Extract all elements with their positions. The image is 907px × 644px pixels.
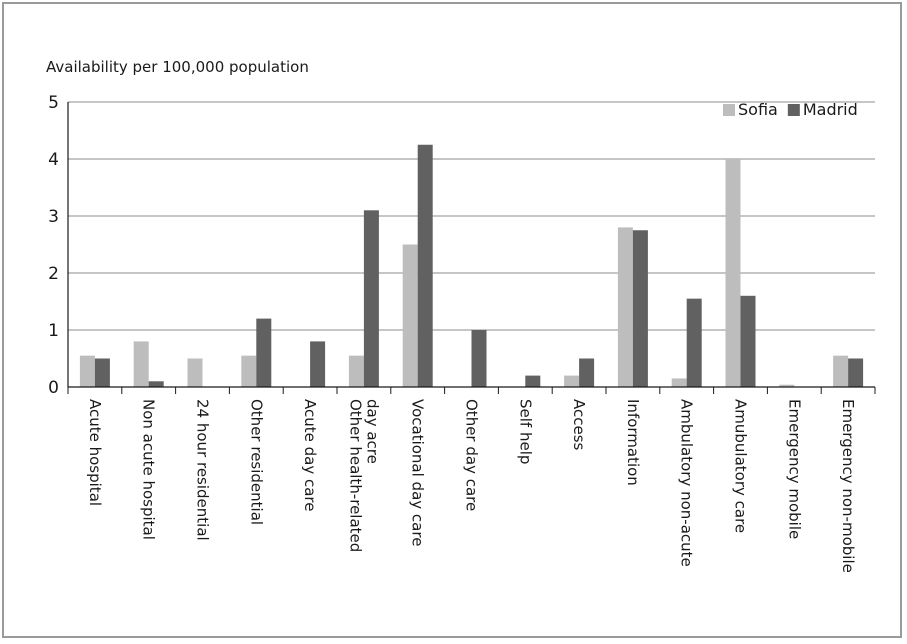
bar-madrid-12 (740, 295, 756, 387)
x-category-label-5-line-1: day acre (363, 399, 381, 464)
bar-madrid-0 (94, 358, 110, 387)
y-tick-label-5: 5 (48, 93, 59, 113)
x-category-label-0: Acute hospital (86, 399, 104, 506)
bar-madrid-6 (417, 144, 433, 387)
x-category-label-3: Other residential (247, 399, 265, 525)
y-tick-label-4: 4 (48, 150, 59, 170)
y-tick-label-0: 0 (48, 378, 59, 398)
bar-madrid-7 (471, 330, 487, 387)
x-category-label-11: Ambulatory non-acute (678, 399, 696, 567)
bar-madrid-9 (579, 358, 595, 387)
x-category-label-6: Vocational day care (409, 399, 427, 546)
bar-madrid-10 (632, 230, 648, 387)
y-tick-label-3: 3 (48, 207, 59, 227)
x-category-label-5-line-0: Other health-related (346, 399, 364, 552)
x-category-label-9: Access (570, 399, 588, 451)
bar-madrid-8 (525, 375, 541, 387)
bar-madrid-3 (256, 318, 272, 387)
bar-sofia-3 (241, 355, 257, 387)
bar-sofia-12 (725, 159, 741, 387)
y-axis-label: Availability per 100,000 population (46, 58, 309, 76)
y-tick-label-2: 2 (48, 264, 59, 284)
x-category-label-1: Non acute hospital (140, 399, 158, 540)
x-category-label-8: Self help (516, 399, 534, 464)
bar-madrid-14 (848, 358, 864, 387)
x-category-label-7: Other day care (463, 399, 481, 511)
bar-sofia-13 (779, 384, 795, 387)
x-category-label-13: Emergency mobile (785, 399, 803, 539)
bar-sofia-6 (402, 244, 418, 387)
bar-sofia-10 (617, 227, 633, 387)
bar-sofia-14 (833, 355, 849, 387)
legend-swatch-madrid (787, 104, 800, 116)
bar-sofia-0 (79, 355, 95, 387)
x-category-label-4: Acute day care (301, 399, 319, 512)
legend-label-sofia: Sofia (738, 100, 778, 119)
legend-label-madrid: Madrid (803, 100, 858, 119)
bar-madrid-4 (310, 341, 326, 387)
bar-sofia-9 (564, 375, 580, 387)
x-category-label-12: Amubulatory care (732, 399, 750, 533)
bar-sofia-11 (671, 378, 687, 387)
bar-sofia-1 (133, 341, 149, 387)
legend-swatch-sofia (723, 104, 735, 116)
bar-madrid-1 (148, 381, 164, 387)
x-category-label-10: Information (624, 399, 642, 486)
bar-madrid-11 (686, 298, 702, 387)
x-category-label-14: Emergency non-mobile (839, 399, 857, 573)
x-category-label-2: 24 hour residential (194, 399, 212, 541)
bar-sofia-5 (348, 355, 364, 387)
bar-sofia-2 (187, 358, 203, 387)
bar-madrid-5 (363, 210, 379, 387)
y-tick-label-1: 1 (48, 321, 59, 341)
